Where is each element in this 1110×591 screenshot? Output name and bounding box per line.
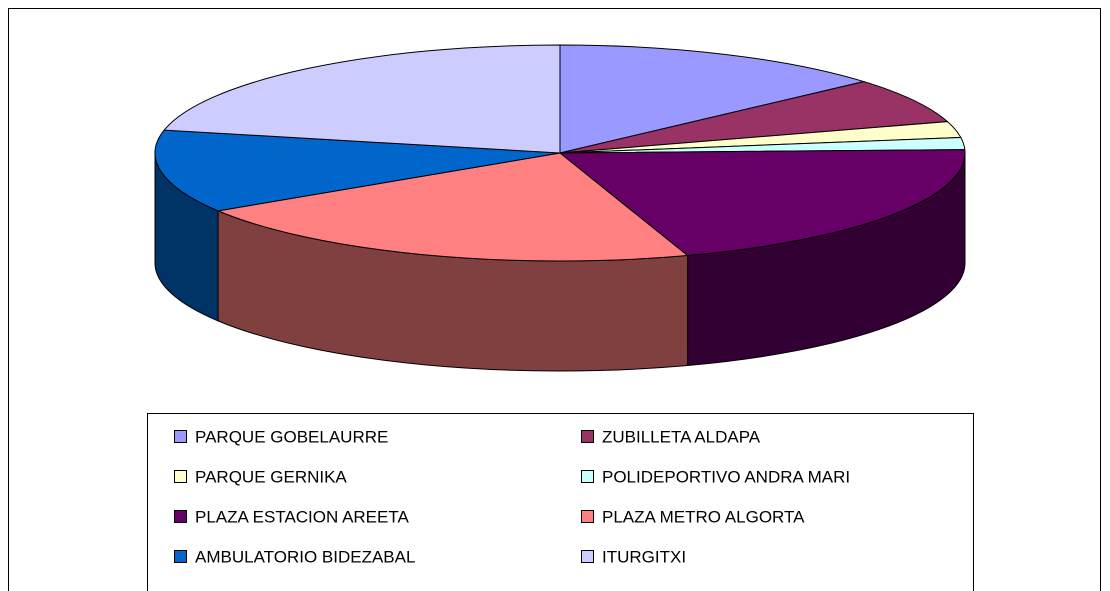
- legend-swatch: [174, 510, 187, 523]
- slice: [559, 81, 949, 154]
- legend-label: ZUBILLETA ALDAPA: [602, 427, 761, 446]
- legend-swatch: [174, 430, 187, 443]
- pie: [154, 44, 966, 372]
- legend-label: PLAZA METRO ALGORTA: [602, 507, 805, 526]
- legend-label: PLAZA ESTACION AREETA: [195, 507, 409, 526]
- legend-swatch: [581, 510, 594, 523]
- legend-label: AMBULATORIO BIDEZABAL: [195, 547, 415, 566]
- slice: [559, 44, 866, 154]
- legend-label: PARQUE GOBELAURRE: [195, 427, 388, 446]
- legend: PARQUE GOBELAURRE ZUBILLETA ALDAPA PARQUE …: [174, 427, 850, 566]
- legend-swatch: [581, 470, 594, 483]
- legend-swatch: [174, 550, 187, 563]
- legend-label: ITURGITXI: [602, 547, 686, 566]
- legend-label: POLIDEPORTIVO ANDRA MARI: [602, 467, 850, 486]
- slice: [163, 44, 561, 154]
- slice: [558, 149, 966, 257]
- legend-label: PARQUE GERNIKA: [195, 467, 347, 486]
- slice: [216, 152, 689, 262]
- legend-swatch: [581, 430, 594, 443]
- legend-swatch: [174, 470, 187, 483]
- legend-box: [147, 413, 974, 591]
- legend-swatch: [581, 550, 594, 563]
- slice: [154, 129, 561, 212]
